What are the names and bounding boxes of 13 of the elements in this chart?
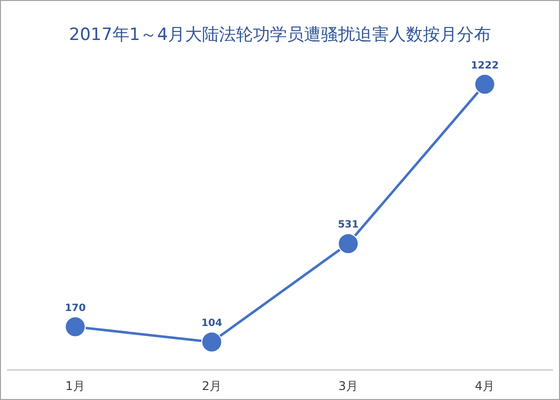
x-tick-label: 4月 (474, 379, 495, 393)
data-label: 104 (201, 318, 222, 330)
chart-title: 2017年1～4月大陆法轮功学员遭骚扰迫害人数按月分布 (69, 25, 491, 45)
data-label: 1222 (470, 60, 499, 72)
x-tick-label: 2月 (202, 379, 222, 393)
data-label: 170 (64, 302, 86, 314)
x-tick-label: 3月 (338, 379, 358, 393)
point (64, 316, 86, 338)
point (338, 233, 359, 254)
point (474, 74, 496, 95)
point (201, 332, 222, 353)
data-label: 531 (338, 220, 359, 231)
x-tick-label: 1月 (65, 379, 86, 393)
